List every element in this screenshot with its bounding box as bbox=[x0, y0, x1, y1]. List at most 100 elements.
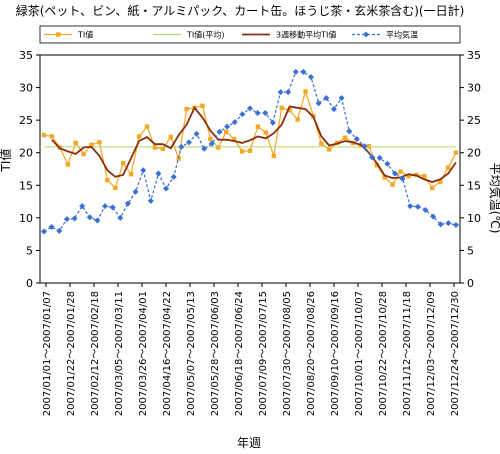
data-point bbox=[201, 145, 208, 152]
data-point bbox=[384, 160, 391, 167]
legend-label: 3週移動平均TI値 bbox=[276, 30, 336, 40]
y-tick-label: 35 bbox=[19, 49, 33, 62]
legend-label: TI値(平均) bbox=[186, 30, 225, 40]
data-point bbox=[63, 216, 70, 223]
data-point bbox=[113, 185, 118, 191]
x-tick-label: 2007/12/03～2007/12/09 bbox=[426, 291, 437, 416]
data-point bbox=[262, 109, 269, 116]
data-point bbox=[271, 153, 276, 159]
data-point bbox=[319, 141, 324, 146]
data-point bbox=[279, 105, 284, 110]
y-axis-label: TI値 bbox=[0, 149, 13, 173]
legend-marker bbox=[363, 31, 369, 38]
y2-tick-label: 10 bbox=[467, 212, 481, 225]
x-tick-label: 2007/06/18～2007/06/24 bbox=[234, 291, 245, 416]
data-point bbox=[140, 167, 147, 174]
data-point bbox=[338, 94, 345, 101]
data-point bbox=[41, 132, 47, 138]
data-point bbox=[399, 175, 406, 182]
data-point bbox=[239, 111, 246, 118]
data-point bbox=[453, 222, 459, 229]
data-point bbox=[315, 100, 322, 107]
data-point bbox=[94, 217, 101, 224]
data-point bbox=[407, 203, 414, 210]
x-tick-label: 2007/03/05～2007/03/11 bbox=[114, 291, 125, 416]
data-point bbox=[105, 177, 110, 183]
x-tick-label: 2007/07/09～2007/07/15 bbox=[258, 291, 269, 416]
x-axis-label: 年週 bbox=[237, 436, 261, 450]
x-tick-label: 2007/02/12～2007/02/18 bbox=[90, 291, 101, 416]
x-tick-label: 2007/05/07～2007/05/13 bbox=[186, 291, 197, 416]
data-point bbox=[208, 136, 213, 142]
x-tick-label: 2007/10/22～2007/10/28 bbox=[378, 291, 389, 416]
data-point bbox=[152, 145, 158, 150]
data-point bbox=[49, 134, 55, 139]
data-point bbox=[155, 170, 162, 177]
data-point bbox=[376, 154, 383, 161]
data-point bbox=[163, 185, 170, 192]
data-point bbox=[239, 149, 245, 154]
data-point bbox=[406, 173, 411, 179]
data-point bbox=[136, 134, 142, 139]
data-point bbox=[300, 68, 307, 75]
data-point bbox=[303, 89, 308, 94]
data-point bbox=[382, 175, 387, 180]
data-point bbox=[430, 213, 437, 220]
plot-frame bbox=[39, 54, 461, 284]
y2-tick-label: 15 bbox=[467, 179, 481, 192]
y-tick-label: 25 bbox=[19, 114, 33, 127]
data-point bbox=[277, 89, 284, 96]
x-tick-label: 2007/07/30～2007/08/05 bbox=[282, 291, 293, 416]
data-point bbox=[97, 140, 102, 145]
data-point bbox=[102, 203, 109, 210]
x-tick-label: 2007/04/16～2007/04/22 bbox=[162, 291, 173, 416]
data-point bbox=[342, 135, 348, 140]
data-point bbox=[89, 142, 94, 148]
data-point bbox=[109, 204, 116, 211]
data-point bbox=[170, 173, 177, 180]
data-point bbox=[48, 223, 55, 230]
data-point bbox=[160, 146, 166, 152]
data-point bbox=[81, 151, 86, 157]
data-point bbox=[422, 207, 429, 214]
data-point bbox=[430, 185, 435, 191]
y2-tick-label: 30 bbox=[467, 82, 481, 95]
data-point bbox=[414, 203, 421, 210]
data-point bbox=[216, 145, 221, 150]
x-tick-label: 2007/03/26～2007/04/01 bbox=[138, 291, 149, 416]
data-point bbox=[453, 150, 459, 155]
data-point bbox=[86, 214, 93, 221]
data-point bbox=[178, 143, 185, 150]
y2-tick-label: 25 bbox=[467, 114, 481, 127]
data-point bbox=[184, 106, 189, 112]
data-point bbox=[132, 188, 139, 195]
data-point bbox=[285, 89, 292, 96]
data-point bbox=[168, 134, 173, 140]
data-point bbox=[330, 106, 337, 113]
data-point bbox=[208, 140, 215, 147]
data-point bbox=[292, 68, 299, 75]
x-tick-label: 2007/08/20～2007/08/26 bbox=[306, 291, 317, 416]
chart-title: 緑茶(ペット、ビン、紙・アルミパック、カート缶。ほうじ茶・玄米茶含む)(一日計) bbox=[16, 3, 465, 18]
data-point bbox=[366, 144, 372, 149]
data-point bbox=[79, 203, 86, 210]
data-point bbox=[65, 162, 70, 167]
data-point bbox=[193, 130, 200, 137]
data-point bbox=[287, 108, 292, 113]
y-tick-label: 5 bbox=[26, 244, 33, 257]
data-point bbox=[117, 214, 124, 221]
data-point bbox=[369, 154, 376, 161]
data-point bbox=[147, 197, 154, 204]
data-point bbox=[327, 147, 332, 152]
plot-area: 0 0 5 5 10 10 15 15 20 20 25 25 30 30 35 35 2007/01/01～2… bbox=[19, 49, 481, 416]
y-tick-label: 15 bbox=[19, 179, 33, 192]
x-tick-label: 2007/05/28～2007/06/03 bbox=[210, 291, 221, 416]
legend: TI値 TI値(平均) 3週移動平均TI値 平均気温 bbox=[39, 25, 461, 44]
data-point bbox=[121, 160, 126, 166]
y2-tick-label: 35 bbox=[467, 49, 481, 62]
data-point bbox=[224, 123, 231, 130]
data-point bbox=[263, 130, 269, 135]
x-tick-label: 2007/12/24～2007/12/30 bbox=[450, 291, 461, 416]
data-point bbox=[124, 200, 131, 207]
